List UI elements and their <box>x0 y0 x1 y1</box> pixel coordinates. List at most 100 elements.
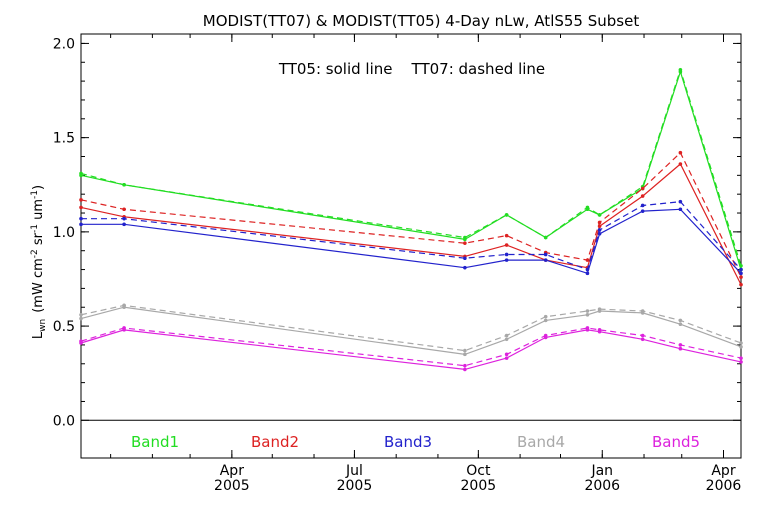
data-point-band2-dashed <box>597 220 602 225</box>
data-point-band5-dashed <box>463 363 467 368</box>
legend-band2: Band2 <box>251 433 299 451</box>
legend-band5: Band5 <box>652 433 700 451</box>
x-tick-month: Apr <box>220 463 244 479</box>
x-tick-month: Jan <box>590 463 613 479</box>
data-point-band3-dashed <box>640 203 645 208</box>
data-point-band3-dashed <box>739 267 743 272</box>
legend-band1: Band1 <box>131 433 179 451</box>
data-point-band4-solid <box>463 352 467 357</box>
data-point-band3-dashed <box>543 252 548 257</box>
data-point-band2-dashed <box>463 241 467 245</box>
data-point-band3-dashed <box>597 228 602 232</box>
data-point-band3-solid <box>585 271 590 276</box>
data-point-band2-solid <box>739 282 743 287</box>
data-point-band2-dashed <box>585 258 590 262</box>
x-tick-year: 2006 <box>706 478 742 494</box>
data-point-band4-solid <box>678 322 683 327</box>
series-line-band1-dashed <box>80 67 742 266</box>
x-tick-month: Oct <box>466 463 491 479</box>
data-point-band2-solid <box>504 243 509 247</box>
data-point-band5-dashed <box>504 352 509 357</box>
data-point-band3-dashed <box>463 256 467 261</box>
data-point-band4-dashed <box>79 312 83 317</box>
series-line-band2-solid <box>80 163 742 285</box>
y-tick-label: 0.5 <box>53 319 75 335</box>
data-point-band3-dashed <box>79 216 83 221</box>
y-axis-label-units-um: um <box>31 199 46 224</box>
data-point-band4-dashed <box>463 348 467 353</box>
data-point-band4-dashed <box>678 318 683 323</box>
data-point-band1-solid <box>504 213 509 217</box>
data-point-band1-solid <box>122 182 126 187</box>
data-point-band2-dashed <box>504 233 509 238</box>
y-axis-label-sup1: -2 <box>30 249 40 258</box>
data-point-band3-solid <box>640 209 645 213</box>
data-point-band3-dashed <box>504 252 509 257</box>
series-line-band3-dashed <box>81 201 742 271</box>
data-point-band4-solid <box>543 318 548 323</box>
series-line-band5-dashed <box>80 327 742 367</box>
y-tick-label: 1.5 <box>53 131 75 147</box>
data-point-band3-solid <box>122 222 126 227</box>
data-point-band2-dashed <box>79 198 83 202</box>
data-point-band3-dashed <box>122 216 126 221</box>
data-point-band3-solid <box>504 258 509 262</box>
data-point-band2-solid <box>597 224 602 229</box>
data-point-band5-dashed <box>739 356 743 360</box>
data-point-band3-dashed <box>678 199 683 204</box>
data-point-band1-solid <box>678 69 683 74</box>
data-point-band4-solid <box>640 311 645 315</box>
y-axis-label-units: (mW cm <box>31 258 46 313</box>
data-point-band3-solid <box>79 222 83 227</box>
data-point-band3-solid <box>463 265 467 270</box>
series-line-band5-solid <box>80 329 742 371</box>
line-style-note: TT05: solid line TT07: dashed line <box>278 60 545 78</box>
series-line-band4-solid <box>80 306 742 356</box>
series-line-band4-dashed <box>80 304 742 352</box>
data-point-band5-solid <box>585 328 590 332</box>
data-point-band3-solid <box>739 271 743 276</box>
data-point-band5-solid <box>640 337 645 342</box>
x-tick-year: 2005 <box>214 478 250 494</box>
plot-frame <box>80 33 742 459</box>
legend-band3: Band3 <box>384 433 432 451</box>
x-tick-month: Apr <box>711 463 735 479</box>
data-point-band2-solid <box>640 194 645 198</box>
data-point-band4-solid <box>122 305 126 310</box>
data-point-band4-dashed <box>543 314 548 319</box>
data-point-band1-solid <box>79 173 83 178</box>
data-point-band5-solid <box>79 341 83 345</box>
data-point-band5-solid <box>463 367 467 372</box>
y-tick-label: 1.0 <box>53 225 75 241</box>
data-point-band4-dashed <box>739 341 743 345</box>
data-point-band4-dashed <box>585 309 590 313</box>
y-axis-label: Lwn(mW cm-2 sr-1 um-1) <box>30 185 48 339</box>
y-axis-label-sup3: -1 <box>30 190 40 199</box>
data-point-band2-dashed <box>122 207 126 212</box>
series-line-band1-solid <box>80 69 742 270</box>
data-point-band1-solid <box>597 213 602 217</box>
data-point-band2-solid <box>678 162 683 166</box>
data-point-band3-solid <box>678 207 683 212</box>
data-point-band5-solid <box>543 335 548 340</box>
data-point-band3-solid <box>597 231 602 236</box>
data-point-band4-solid <box>79 316 83 321</box>
data-point-band5-solid <box>678 346 683 351</box>
data-point-band4-dashed <box>504 333 509 338</box>
x-tick-year: 2006 <box>584 478 620 494</box>
x-tick-month: Jul <box>345 463 363 479</box>
data-point-band4-solid <box>504 337 509 342</box>
data-point-band2-dashed <box>640 186 645 191</box>
data-point-band4-solid <box>739 345 743 349</box>
data-point-band5-dashed <box>640 333 645 338</box>
x-tick-year: 2005 <box>461 478 497 494</box>
y-tick-label: 0.0 <box>53 413 75 429</box>
y-axis-label-subscript: wn <box>38 319 48 332</box>
x-tick-year: 2005 <box>337 478 373 494</box>
series-line-band3-solid <box>81 208 742 275</box>
data-point-band1-solid <box>585 207 590 212</box>
data-point-band1-solid <box>463 237 467 242</box>
data-point-band4-solid <box>585 312 590 317</box>
data-point-band2-solid <box>79 205 83 210</box>
